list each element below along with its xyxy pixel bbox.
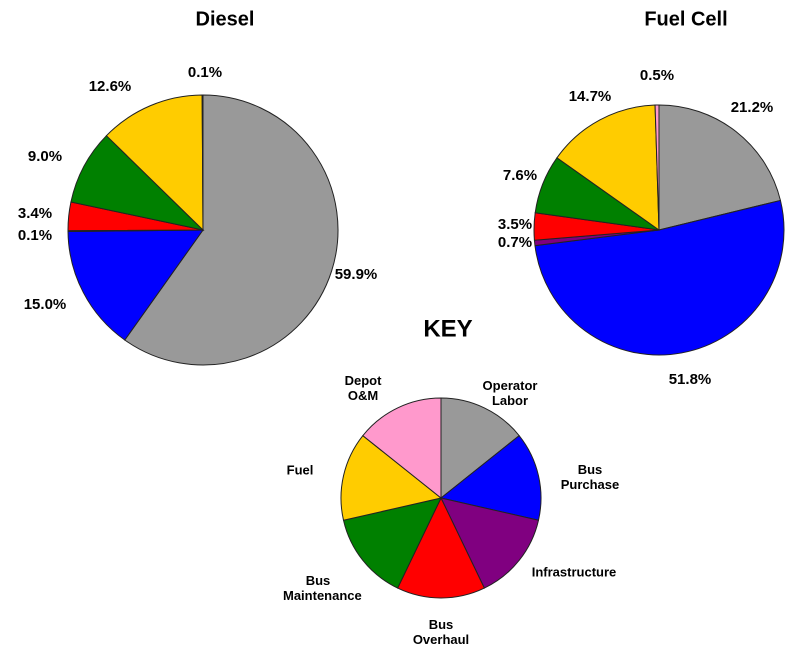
key-label: Bus Purchase [560,462,620,492]
data-label: 51.8% [669,371,712,388]
data-label: 3.5% [498,216,532,233]
key-slice [440,497,540,589]
key-label: Operator Labor [482,378,538,408]
key-title: KEY [423,315,472,342]
key-label: Depot O&M [344,373,382,403]
data-label: 59.9% [335,266,378,283]
pie-slice [534,199,785,356]
data-label: 14.7% [569,88,612,105]
key-label: Bus Maintenance [283,573,362,603]
data-label: 12.6% [89,78,132,95]
pie-slice [124,94,339,366]
key-label: Infrastructure [531,564,617,580]
data-label: 15.0% [24,296,67,313]
key-slice [440,397,520,500]
chart-title: Fuel Cell [644,8,727,30]
key-slice [439,434,542,521]
key-slice [396,496,486,599]
pie-slice [201,94,204,231]
pie-slice [654,104,660,231]
pie-slice [105,94,204,232]
data-label: 21.2% [731,99,774,116]
pie-slice [556,104,660,231]
key-slice [362,397,442,500]
data-label: 0.7% [498,234,532,251]
key-slice [340,434,443,521]
data-label: 3.4% [18,205,52,222]
pie-slice [67,229,204,341]
chart-title: Diesel [196,8,255,30]
data-label: 7.6% [503,167,537,184]
data-label: 9.0% [28,148,62,165]
data-label: 0.5% [640,67,674,84]
data-label: 0.1% [18,227,52,244]
data-label: 0.1% [188,64,222,81]
key-label: Bus Overhaul [412,617,470,647]
pie-slice [658,104,782,231]
key-slice [342,497,442,589]
key-label: Fuel [286,462,314,478]
